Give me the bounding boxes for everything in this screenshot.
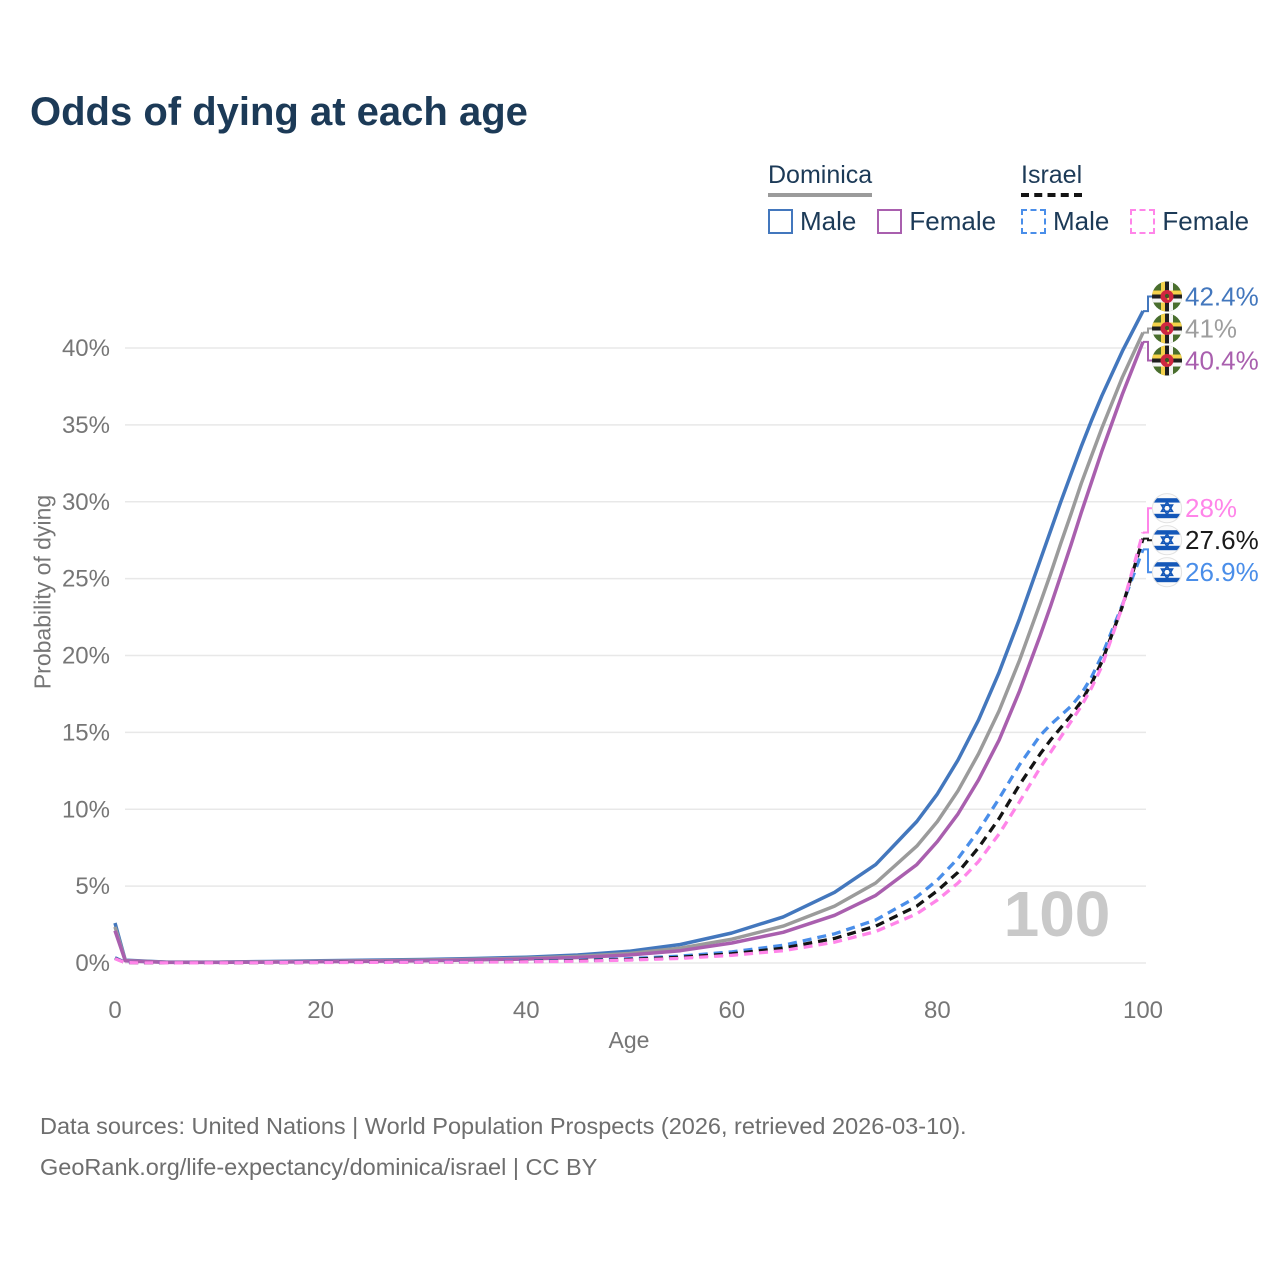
end-label-value: 26.9% bbox=[1185, 557, 1259, 587]
end-label-value: 28% bbox=[1185, 493, 1237, 523]
legend-item-label: Female bbox=[1162, 206, 1250, 236]
legend: Dominica Male Female Israel Male Female bbox=[0, 161, 1280, 241]
footer-attribution: GeoRank.org/life-expectancy/dominica/isr… bbox=[40, 1154, 598, 1180]
y-tick-label: 5% bbox=[75, 873, 110, 900]
y-axis-title: Probability of dying bbox=[29, 494, 56, 690]
y-tick-label: 20% bbox=[62, 643, 110, 670]
legend-swatch-icon bbox=[1021, 209, 1046, 234]
end-label bbox=[1151, 557, 1183, 588]
end-label-connector bbox=[1143, 327, 1152, 334]
end-label-connector bbox=[1143, 340, 1152, 362]
x-tick-label: 80 bbox=[924, 997, 951, 1024]
series-line-israel-female[interactable] bbox=[114, 532, 1145, 965]
dominica-flag-icon bbox=[1152, 313, 1182, 344]
x-tick-label: 60 bbox=[718, 997, 745, 1024]
end-label bbox=[1152, 281, 1182, 312]
end-label bbox=[1152, 313, 1182, 344]
series-line-israel-male[interactable] bbox=[114, 548, 1145, 965]
legend-swatch-icon bbox=[768, 209, 793, 234]
legend-item-label: Female bbox=[909, 206, 997, 236]
legend-swatch-icon bbox=[877, 209, 903, 234]
end-label-connector bbox=[1143, 295, 1152, 313]
y-tick-label: 30% bbox=[62, 489, 110, 516]
legend-group-israel: Israel Male Female bbox=[1021, 161, 1270, 237]
footer-data-sources: Data sources: United Nations | World Pop… bbox=[40, 1113, 967, 1139]
x-tick-label: 0 bbox=[108, 997, 121, 1024]
series-line-israel-both-sexes[interactable] bbox=[114, 538, 1145, 965]
y-tick-label: 0% bbox=[75, 950, 110, 977]
legend-item-dominica-female[interactable]: Female bbox=[877, 206, 996, 237]
y-tick-label: 40% bbox=[62, 335, 110, 362]
end-label-value: 41% bbox=[1185, 314, 1237, 344]
x-tick-label: 20 bbox=[307, 997, 334, 1024]
end-label-connector bbox=[1143, 537, 1152, 542]
end-label-value: 40.4% bbox=[1185, 346, 1259, 376]
dominica-flag-icon bbox=[1152, 281, 1182, 312]
end-label-connector bbox=[1143, 507, 1152, 534]
series-line-dominica-both-sexes[interactable] bbox=[113, 331, 1145, 964]
series-line-dominica-male[interactable] bbox=[113, 310, 1145, 964]
legend-item-israel-male[interactable]: Male bbox=[1021, 206, 1109, 237]
x-tick-label: 100 bbox=[1123, 997, 1163, 1024]
legend-header-dominica[interactable]: Dominica bbox=[768, 161, 873, 197]
footer: Data sources: United Nations | World Pop… bbox=[40, 1106, 967, 1188]
x-axis-title: Age bbox=[608, 1027, 650, 1053]
end-label-connector bbox=[1143, 548, 1152, 574]
end-label bbox=[1151, 525, 1183, 556]
dominica-flag-icon bbox=[1152, 345, 1182, 376]
y-tick-label: 10% bbox=[62, 796, 110, 823]
y-tick-label: 35% bbox=[62, 412, 110, 439]
legend-header-israel[interactable]: Israel bbox=[1021, 161, 1083, 197]
y-tick-label: 25% bbox=[62, 566, 110, 593]
legend-item-label: Male bbox=[1053, 206, 1110, 236]
legend-item-israel-female[interactable]: Female bbox=[1130, 206, 1249, 237]
legend-item-label: Male bbox=[800, 206, 857, 236]
hover-age-indicator: 100 bbox=[1004, 878, 1111, 950]
end-label-value: 42.4% bbox=[1185, 282, 1259, 312]
end-label bbox=[1151, 493, 1183, 524]
series-line-dominica-female[interactable] bbox=[113, 341, 1145, 965]
legend-item-dominica-male[interactable]: Male bbox=[768, 206, 856, 237]
x-tick-label: 40 bbox=[513, 997, 540, 1024]
legend-group-dominica: Dominica Male Female bbox=[768, 161, 1017, 237]
y-tick-label: 15% bbox=[62, 719, 110, 746]
chart-title: Odds of dying at each age bbox=[30, 90, 528, 134]
end-label-value: 27.6% bbox=[1185, 525, 1259, 555]
end-label bbox=[1152, 345, 1182, 376]
legend-swatch-icon bbox=[1130, 209, 1156, 234]
